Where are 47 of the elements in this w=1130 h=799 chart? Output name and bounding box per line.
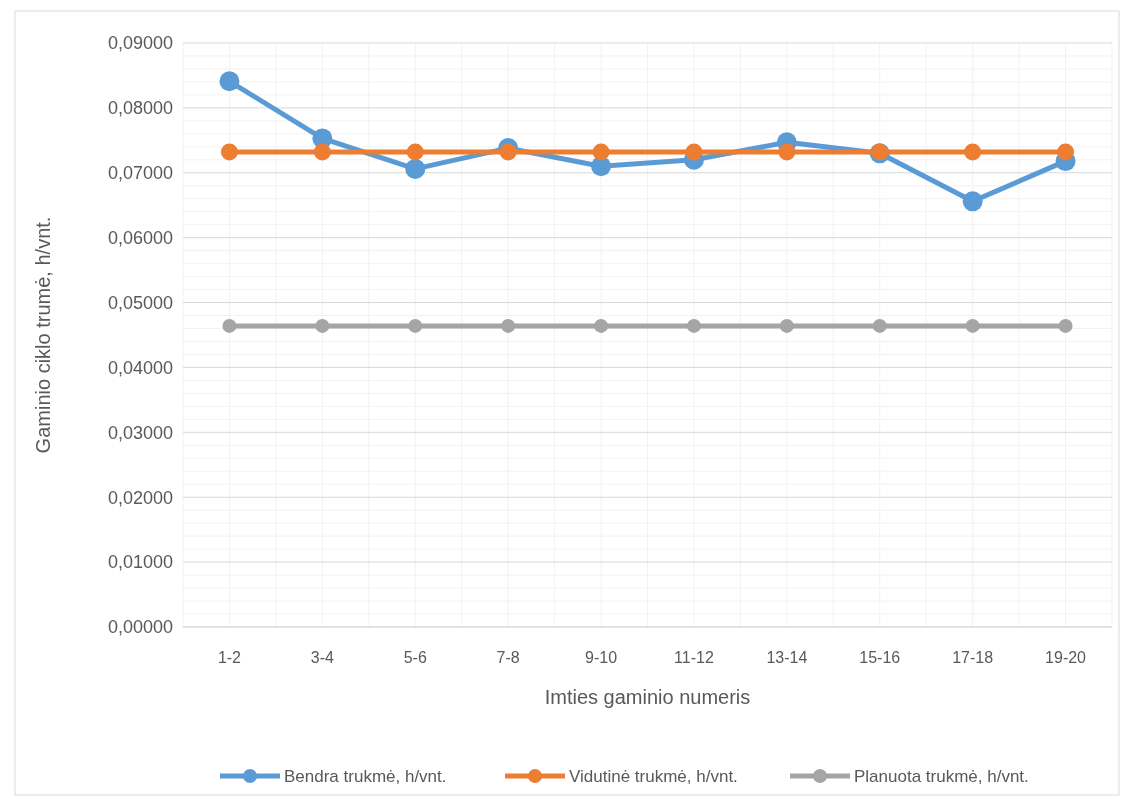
x-tick-label: 1-2 bbox=[217, 648, 242, 666]
point bbox=[406, 143, 424, 161]
point bbox=[220, 143, 238, 161]
x-tick-label: 3-4 bbox=[310, 648, 335, 666]
x-tick-label: 11-12 bbox=[674, 648, 714, 666]
x-tick-label: 19-20 bbox=[1045, 648, 1087, 666]
x-tick-label: 7-8 bbox=[496, 648, 520, 666]
legend-label: Planuota trukmė, h/vnt. bbox=[854, 766, 1029, 786]
y-tick-label: 0,06000 bbox=[107, 227, 173, 248]
y-tick-label: 0,03000 bbox=[107, 422, 173, 443]
x-tick-label: 13-14 bbox=[766, 648, 808, 666]
y-tick-label: 0,04000 bbox=[107, 357, 173, 378]
point bbox=[405, 158, 426, 179]
point bbox=[779, 318, 794, 333]
y-tick-label: 0,09000 bbox=[107, 33, 173, 54]
x-tick-label: 9-10 bbox=[585, 648, 618, 666]
point bbox=[222, 318, 237, 333]
point bbox=[962, 191, 983, 212]
point bbox=[594, 318, 609, 333]
point bbox=[313, 143, 331, 161]
y-tick-label: 0,08000 bbox=[107, 98, 173, 119]
y-axis-title: Gaminio ciklo trumė, h/vnt. bbox=[32, 216, 54, 454]
point bbox=[501, 318, 516, 333]
point bbox=[872, 318, 887, 333]
point bbox=[964, 143, 982, 161]
legend-label: Bendra trukmė, h/vnt. bbox=[284, 766, 447, 786]
point bbox=[592, 143, 610, 161]
point bbox=[685, 143, 703, 161]
y-tick-label: 0,02000 bbox=[107, 487, 173, 508]
y-tick-label: 0,00000 bbox=[107, 617, 173, 638]
y-tick-label: 0,01000 bbox=[107, 552, 173, 573]
point bbox=[315, 318, 330, 333]
point bbox=[499, 143, 517, 161]
x-tick-label: 17-18 bbox=[952, 648, 994, 666]
point bbox=[1058, 318, 1073, 333]
point bbox=[686, 318, 701, 333]
x-tick-label: 15-16 bbox=[859, 648, 901, 666]
x-axis-title: Imties gaminio numeris bbox=[544, 686, 751, 708]
legend-label: Vidutinė trukmė, h/vnt. bbox=[569, 766, 738, 786]
y-tick-label: 0,07000 bbox=[107, 163, 173, 184]
point bbox=[408, 318, 423, 333]
y-tick-label: 0,05000 bbox=[107, 292, 173, 313]
x-tick-label: 5-6 bbox=[403, 648, 427, 666]
point bbox=[1057, 143, 1075, 161]
point bbox=[965, 318, 980, 333]
point bbox=[778, 143, 796, 161]
point bbox=[219, 71, 240, 92]
